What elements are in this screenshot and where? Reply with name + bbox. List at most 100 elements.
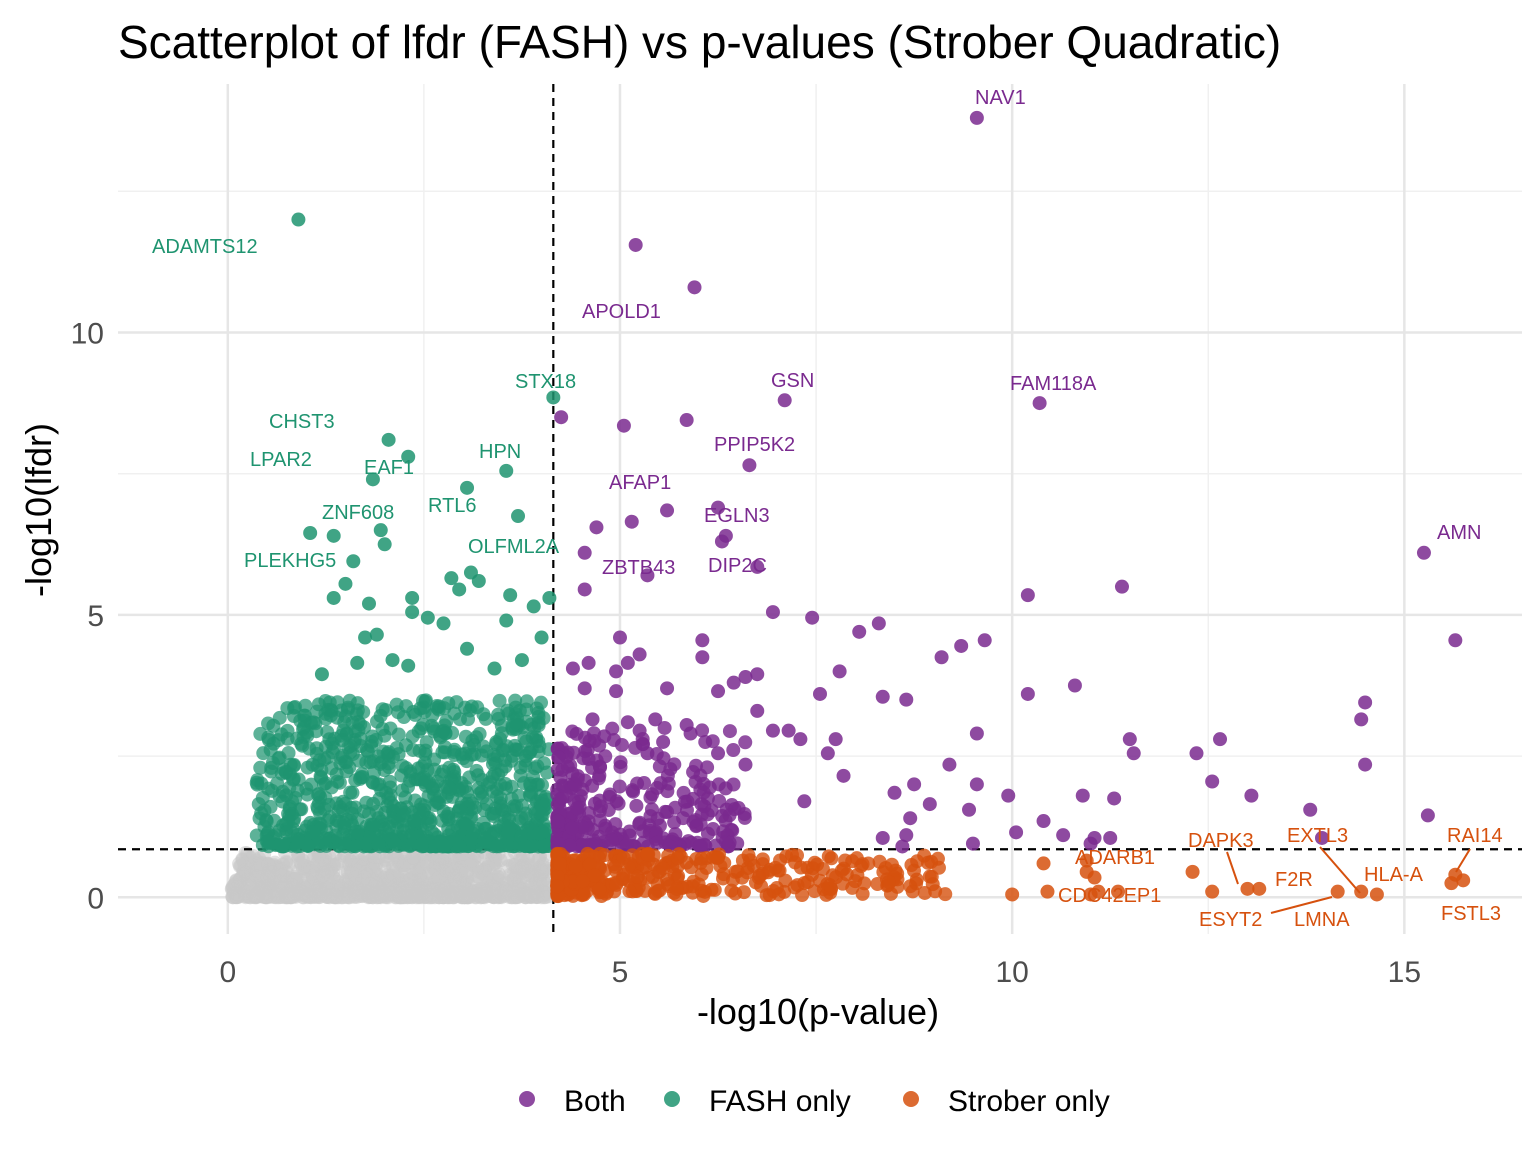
point-neither bbox=[253, 857, 268, 872]
point-strober-only bbox=[1005, 887, 1020, 902]
point-neither bbox=[455, 885, 470, 900]
point-both bbox=[875, 830, 890, 845]
point-both bbox=[612, 630, 627, 645]
point-fash-only bbox=[300, 838, 315, 853]
point-both bbox=[954, 638, 969, 653]
point-both bbox=[660, 681, 675, 696]
gene-label: LPAR2 bbox=[250, 449, 312, 471]
point-strober-only bbox=[740, 865, 755, 880]
point-both bbox=[612, 779, 627, 794]
point-fash-only bbox=[369, 627, 384, 642]
point-fash-only bbox=[339, 764, 354, 779]
legend-label: FASH only bbox=[709, 1085, 851, 1118]
point-fash-only bbox=[274, 727, 289, 742]
point-fash-only bbox=[283, 757, 298, 772]
point-fash-only bbox=[460, 480, 475, 495]
threshold-lines bbox=[118, 84, 1522, 934]
point-neither bbox=[232, 856, 247, 871]
y-tick-label: 10 bbox=[71, 318, 104, 351]
gene-label: LMNA bbox=[1294, 909, 1350, 931]
point-fash-only bbox=[457, 816, 472, 831]
point-both bbox=[750, 667, 765, 682]
point-strober-only bbox=[552, 856, 567, 871]
point-both bbox=[1075, 788, 1090, 803]
point-both bbox=[726, 777, 741, 792]
point-fash-only bbox=[441, 696, 456, 711]
point-fash-only bbox=[359, 755, 374, 770]
point-strober-only bbox=[920, 855, 935, 870]
gene-label: NAV1 bbox=[975, 87, 1026, 109]
point-both bbox=[1107, 791, 1122, 806]
point-both bbox=[836, 768, 851, 783]
point-neither bbox=[414, 873, 429, 888]
point-both bbox=[668, 800, 683, 815]
point-neither bbox=[498, 883, 513, 898]
point-fash-only bbox=[452, 582, 467, 597]
point-both bbox=[597, 729, 612, 744]
point-neither bbox=[537, 863, 552, 878]
point-both bbox=[1103, 830, 1118, 845]
point-strober-only bbox=[576, 885, 591, 900]
point-neither bbox=[539, 890, 554, 905]
point-both bbox=[712, 794, 727, 809]
y-tick-label: 5 bbox=[87, 600, 104, 633]
point-fash-only bbox=[381, 745, 396, 760]
point-fash-only bbox=[365, 729, 380, 744]
point-fash-only bbox=[291, 772, 306, 787]
point-fash-only bbox=[514, 653, 529, 668]
point-fash-only bbox=[275, 794, 290, 809]
point-strober-only bbox=[1354, 884, 1369, 899]
point-neither bbox=[513, 851, 528, 866]
point-fash-only bbox=[337, 839, 352, 854]
point-both bbox=[640, 568, 655, 583]
point-fash-only bbox=[535, 778, 550, 793]
point-fash-only bbox=[361, 596, 376, 611]
point-fash-only bbox=[405, 742, 420, 757]
point-fash-only bbox=[309, 741, 324, 756]
point-both bbox=[679, 413, 694, 428]
point-fash-only bbox=[412, 802, 427, 817]
point-fash-only bbox=[475, 790, 490, 805]
point-both bbox=[1358, 695, 1373, 710]
point-strober-only bbox=[1448, 867, 1463, 882]
point-both bbox=[1036, 814, 1051, 829]
point-both bbox=[711, 746, 726, 761]
point-both bbox=[722, 724, 737, 739]
point-fash-only bbox=[474, 748, 489, 763]
point-fash-only bbox=[335, 733, 350, 748]
point-fash-only bbox=[261, 716, 276, 731]
label-leaders bbox=[1226, 846, 1471, 914]
point-fash-only bbox=[499, 613, 514, 628]
point-strober-only bbox=[609, 877, 624, 892]
gene-label: ESYT2 bbox=[1199, 909, 1262, 931]
point-both bbox=[969, 110, 984, 125]
point-both bbox=[1205, 774, 1220, 789]
point-both bbox=[1358, 757, 1373, 772]
point-fash-only bbox=[359, 795, 374, 810]
point-both bbox=[781, 723, 796, 738]
gene-label: APOLD1 bbox=[582, 301, 661, 323]
point-strober-only bbox=[1252, 881, 1267, 896]
point-fash-only bbox=[436, 838, 451, 853]
point-strober-only bbox=[1040, 884, 1055, 899]
point-both bbox=[738, 735, 753, 750]
point-strober-only bbox=[1369, 887, 1384, 902]
gene-label: OLFML2A bbox=[468, 536, 560, 558]
point-fash-only bbox=[502, 813, 517, 828]
point-both bbox=[852, 624, 867, 639]
point-fash-only bbox=[311, 787, 326, 802]
point-fash-only bbox=[385, 653, 400, 668]
point-fash-only bbox=[531, 805, 546, 820]
point-strober-only bbox=[855, 886, 870, 901]
point-fash-only bbox=[526, 599, 541, 614]
point-neither bbox=[432, 890, 447, 905]
point-fash-only bbox=[492, 693, 507, 708]
gene-label: HPN bbox=[479, 441, 521, 463]
point-both bbox=[592, 768, 607, 783]
point-both bbox=[711, 500, 726, 515]
point-strober-only bbox=[630, 869, 645, 884]
point-fash-only bbox=[358, 630, 373, 645]
point-fash-only bbox=[371, 837, 386, 852]
point-both bbox=[663, 762, 678, 777]
point-fash-only bbox=[444, 571, 459, 586]
